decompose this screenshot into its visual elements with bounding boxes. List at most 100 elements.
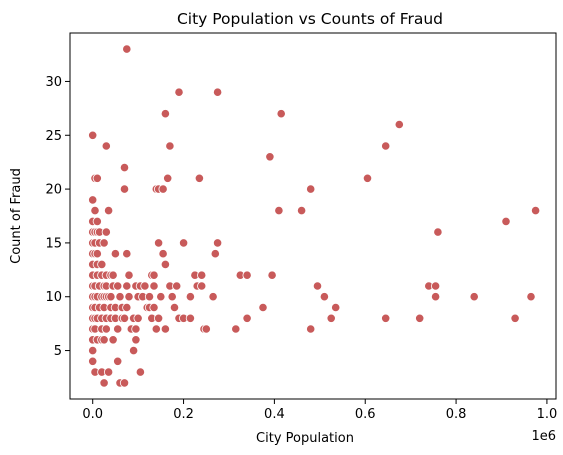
scatter-point (469, 292, 479, 302)
scatter-point (154, 238, 164, 248)
scatter-point (124, 292, 134, 302)
scatter-point (381, 313, 391, 323)
scatter-point (108, 270, 118, 280)
scatter-point (276, 109, 286, 119)
scatter-point (119, 184, 130, 194)
scatter-point (169, 302, 180, 313)
scatter-point (526, 292, 536, 302)
scatter-point (113, 356, 123, 366)
scatter-point (194, 173, 204, 183)
scatter-point (430, 281, 441, 291)
scatter-point (174, 87, 184, 97)
x-axis: 0.0 0.2 0.4 0.6 0.8 1.0 (82, 399, 557, 422)
y-axis-label: Count of Fraud (9, 168, 24, 264)
x-tick-label: 0.4 (264, 407, 285, 422)
scatter-point (160, 324, 170, 334)
scatter-point (131, 335, 141, 345)
scatter-point (104, 367, 114, 377)
x-tick-label: 1.0 (537, 407, 558, 422)
scatter-point (99, 238, 109, 248)
scatter-point (167, 292, 177, 302)
scatter-point (122, 249, 132, 259)
plot-frame (69, 32, 557, 400)
scatter-point (258, 302, 268, 313)
scatter-point (135, 367, 145, 377)
y-tick-label: 25 (45, 129, 62, 144)
scatter-point (331, 302, 341, 313)
scatter-point (231, 324, 241, 334)
scatter-point (156, 292, 166, 302)
scatter-point (319, 292, 329, 302)
scatter-point (296, 206, 307, 216)
scatter-point (119, 313, 130, 323)
scatter-point (265, 152, 275, 162)
scatter-point (306, 324, 316, 334)
scatter-point (131, 324, 141, 334)
scatter-point (149, 270, 159, 280)
scatter-point (242, 313, 252, 323)
scatter-point (394, 119, 404, 130)
scatter-point (92, 249, 102, 259)
y-tick-label: 10 (45, 290, 62, 305)
scatter-point (106, 292, 116, 302)
scatter-point (362, 173, 373, 183)
scatter-point (108, 335, 118, 345)
x-tick-label: 0.2 (173, 407, 194, 422)
scatter-point (158, 184, 168, 194)
scatter-point (501, 216, 511, 226)
scatter-point (88, 345, 98, 356)
scatter-point (140, 281, 150, 291)
x-axis-offset-label: 1e6 (531, 429, 556, 444)
y-tick-label: 15 (45, 236, 62, 251)
scatter-point (90, 206, 100, 216)
scatter-point (326, 313, 336, 323)
x-tick-label: 0.8 (446, 407, 467, 422)
scatter-point (144, 292, 155, 302)
scatter-point (197, 281, 207, 291)
scatter-point (101, 324, 111, 334)
scatter-point (381, 141, 391, 151)
scatter-point (113, 324, 123, 334)
scatter-point (101, 227, 111, 237)
x-tick-label: 0.0 (82, 407, 103, 422)
scatter-point (306, 184, 316, 194)
scatter-point (267, 270, 277, 280)
scatter-point (242, 270, 252, 280)
scatter-point (110, 249, 121, 259)
scatter-point (129, 345, 139, 356)
scatter-point (197, 270, 207, 280)
y-tick-label: 30 (45, 75, 62, 90)
scatter-point (99, 378, 109, 388)
scatter-point (122, 281, 132, 291)
scatter-point (415, 313, 425, 323)
scatter-point (92, 173, 102, 183)
scatter-point (119, 163, 130, 173)
y-tick-label: 5 (54, 344, 62, 359)
scatter-point (97, 259, 107, 269)
scatter-point (133, 313, 143, 323)
scatter-point (160, 259, 170, 269)
scatter-point (149, 281, 159, 291)
scatter-point (88, 195, 98, 205)
scatter-point (119, 378, 130, 388)
scatter-point (154, 313, 164, 323)
scatter-point (115, 292, 125, 302)
scatter-point (113, 281, 123, 291)
scatter-point (165, 141, 175, 151)
scatter-point (122, 44, 132, 54)
scatter-point (213, 87, 223, 97)
scatter-point (213, 238, 223, 248)
scatter-point (208, 292, 218, 302)
y-tick-label: 20 (45, 183, 62, 198)
scatter-point (92, 216, 102, 226)
scatter-point (151, 324, 161, 334)
scatter-point (124, 270, 134, 280)
scatter-point (430, 292, 441, 302)
scatter-point (530, 206, 541, 216)
scatter-point (179, 238, 189, 248)
scatter-point (122, 302, 132, 313)
scatter-point (510, 313, 520, 323)
scatter-point (433, 227, 443, 237)
scatter-point (274, 206, 284, 216)
